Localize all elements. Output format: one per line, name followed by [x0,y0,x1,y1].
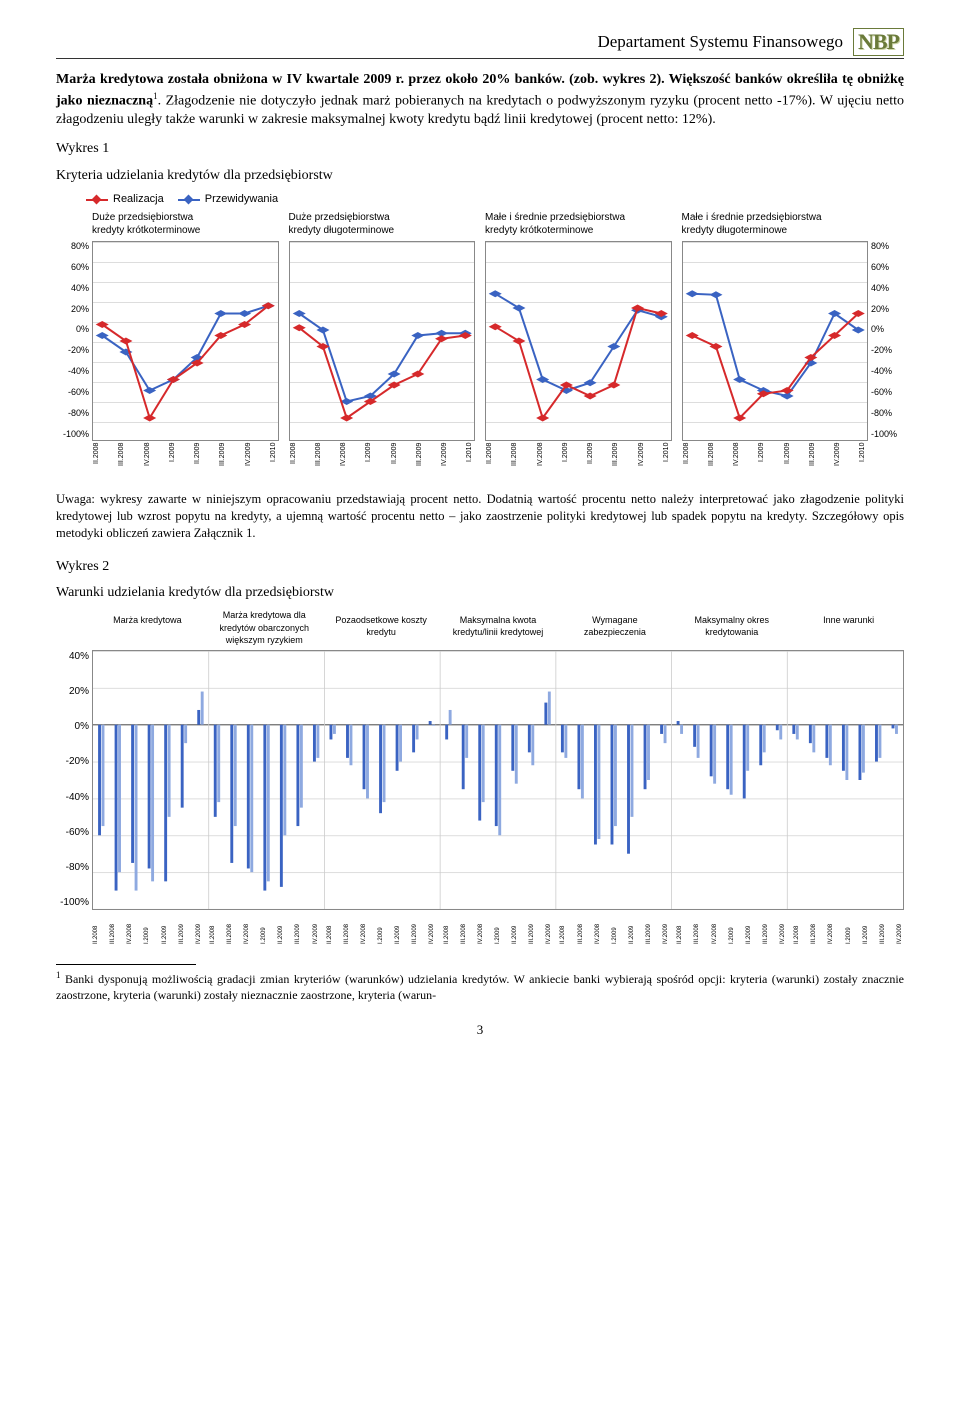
chart2-xgroup-5: II.2008III.2008IV.2008I.2009II.2009III.2… [676,912,787,944]
chart2-header-0: Marża kredytowa [92,614,203,646]
intro-paragraph: Marża kredytowa została obniżona w IV kw… [56,71,904,130]
chart1-panels: Duże przedsiębiorstwakredyty krótkotermi… [92,211,868,477]
chart2-plot-area [92,650,904,910]
chart2-container: Marża kredytowaMarża kredytowa dla kredy… [56,609,904,943]
chart2-xgroup-0: II.2008III.2008IV.2008I.2009II.2009III.2… [92,912,203,944]
chart1-panel-body-2 [485,241,672,441]
chart1-yaxis-left: 80%60%40%20%0%-20%-40%-60%-80%-100% [56,240,92,440]
chart1-panel-body-0 [92,241,279,441]
chart2-title: Warunki udzielania kredytów dla przedsię… [56,584,904,603]
legend-realizacja: Realizacja [86,192,164,207]
chart2-header-5: Maksymalny okres kredytowania [676,614,787,646]
intro-rest: . Złagodzenie nie dotyczyło jednak marż … [56,94,904,128]
chart1-panel-0: Duże przedsiębiorstwakredyty krótkotermi… [92,211,279,477]
chart1-panel-title-1: Duże przedsiębiorstwakredyty długotermin… [289,211,476,238]
legend-blue-marker [178,199,200,201]
page-number: 3 [56,1021,904,1039]
chart2-yaxis: 40%20%0%-20%-40%-60%-80%-100% [56,650,92,910]
chart1-xlabels-1: II.2008III.2008IV.2008I.2009II.2009III.2… [289,443,476,477]
footnote-text: 1 Banki dysponują możliwością gradacji z… [56,969,904,1003]
chart2-xgroup-4: II.2008III.2008IV.2008I.2009II.2009III.2… [559,912,670,944]
page-header: Departament Systemu Finansowego NBP [56,28,904,59]
chart1-yaxis-right: 80%60%40%20%0%-20%-40%-60%-80%-100% [868,240,904,440]
footnote-separator [56,964,196,965]
chart2-xgroup-3: II.2008III.2008IV.2008I.2009II.2009III.2… [443,912,554,944]
chart1-legend: Realizacja Przewidywania [86,192,904,207]
chart2-header-1: Marża kredytowa dla kredytów obarczonych… [209,609,320,645]
chart2-svg [93,651,903,909]
chart2-header-4: Wymagane zabezpieczenia [559,614,670,646]
chart1-title: Kryteria udzielania kredytów dla przedsi… [56,167,904,186]
legend-red-marker [86,199,108,201]
chart2-xgroup-1: II.2008III.2008IV.2008I.2009II.2009III.2… [209,912,320,944]
chart2-xgroup-2: II.2008III.2008IV.2008I.2009II.2009III.2… [326,912,437,944]
chart1-panel-body-3 [682,241,869,441]
chart1-panel-title-2: Małe i średnie przedsiębiorstwakredyty k… [485,211,672,238]
chart2-group-headers: Marża kredytowaMarża kredytowa dla kredy… [92,609,904,645]
nbp-logo: NBP [853,28,904,56]
chart1-xlabels-0: II.2008III.2008IV.2008I.2009II.2009III.2… [92,443,279,477]
department-name: Departament Systemu Finansowego [597,31,843,54]
chart1-panel-body-1 [289,241,476,441]
chart1-panel-3: Małe i średnie przedsiębiorstwakredyty d… [682,211,869,477]
chart1-xlabels-3: II.2008III.2008IV.2008I.2009II.2009III.2… [682,443,869,477]
chart1-label: Wykres 1 [56,140,904,159]
chart2-xlabels: II.2008III.2008IV.2008I.2009II.2009III.2… [92,912,904,944]
chart1-panel-title-0: Duże przedsiębiorstwakredyty krótkotermi… [92,211,279,238]
chart1-panel-title-3: Małe i średnie przedsiębiorstwakredyty d… [682,211,869,238]
chart2-header-6: Inne warunki [793,614,904,646]
chart2-header-2: Pozaodsetkowe koszty kredytu [326,614,437,646]
chart1-panel-2: Małe i średnie przedsiębiorstwakredyty k… [485,211,672,477]
chart2-label: Wykres 2 [56,558,904,577]
chart1-xlabels-2: II.2008III.2008IV.2008I.2009II.2009III.2… [485,443,672,477]
chart1-panel-1: Duże przedsiębiorstwakredyty długotermin… [289,211,476,477]
chart1-container: 80%60%40%20%0%-20%-40%-60%-80%-100% Duże… [56,211,904,477]
legend-przewidywania: Przewidywania [178,192,278,207]
chart2-xgroup-6: II.2008III.2008IV.2008I.2009II.2009III.2… [793,912,904,944]
chart2-header-3: Maksymalna kwota kredytu/linii kredytowe… [443,614,554,646]
chart1-note: Uwaga: wykresy zawarte w niniejszym opra… [56,491,904,542]
